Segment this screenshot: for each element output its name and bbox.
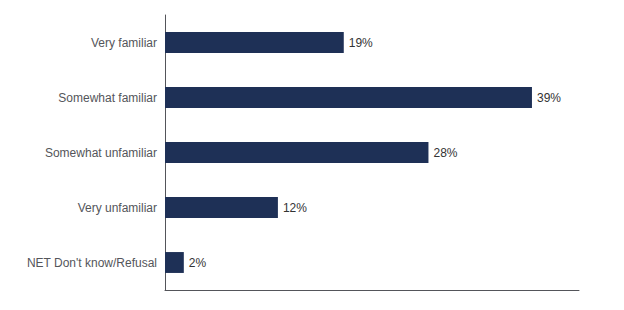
svg-text:2%: 2%: [189, 256, 207, 270]
svg-text:Very unfamiliar: Very unfamiliar: [78, 201, 157, 215]
svg-text:19%: 19%: [349, 36, 373, 50]
svg-text:28%: 28%: [433, 146, 457, 160]
svg-text:NET Don't know/Refusal: NET Don't know/Refusal: [27, 256, 157, 270]
svg-text:Somewhat unfamiliar: Somewhat unfamiliar: [45, 146, 157, 160]
svg-text:39%: 39%: [537, 91, 561, 105]
svg-text:Very familiar: Very familiar: [91, 36, 157, 50]
svg-text:12%: 12%: [283, 201, 307, 215]
svg-text:Somewhat familiar: Somewhat familiar: [58, 91, 157, 105]
